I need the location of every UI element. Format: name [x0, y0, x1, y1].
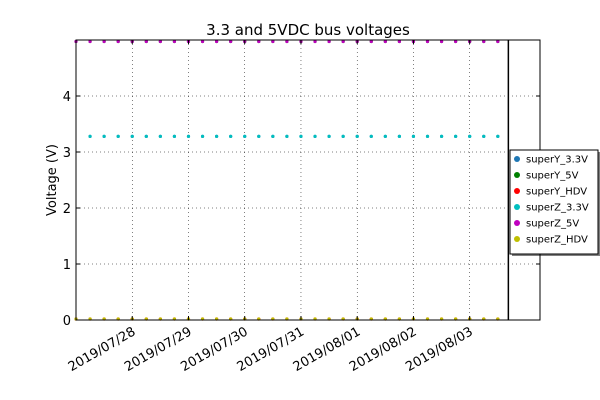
data-point: [299, 134, 303, 138]
data-point: [172, 39, 177, 44]
data-point: [285, 134, 289, 138]
legend-marker: [514, 220, 520, 226]
data-point: [482, 134, 486, 138]
data-point: [327, 39, 331, 44]
data-point: [454, 39, 458, 44]
legend-label: superZ_5V: [526, 219, 579, 230]
data-point: [130, 134, 134, 138]
data-point: [215, 39, 219, 44]
series-superZ_3.3V: [88, 134, 500, 138]
data-point: [116, 134, 120, 138]
data-point: [102, 134, 106, 138]
data-point: [285, 39, 289, 44]
legend-label: superZ_HDV: [526, 235, 588, 246]
data-point: [496, 134, 500, 138]
legend-marker: [514, 172, 520, 178]
legend-marker: [514, 236, 520, 242]
data-point: [229, 134, 233, 138]
data-point: [496, 39, 500, 44]
data-point: [341, 134, 345, 138]
data-point: [482, 39, 486, 44]
data-point: [116, 39, 120, 44]
data-point: [186, 134, 191, 138]
data-point: [369, 134, 373, 138]
data-point: [341, 39, 345, 44]
data-point: [439, 134, 444, 138]
y-tick-label: 0: [63, 314, 71, 329]
grid: [76, 40, 540, 320]
data-point: [158, 134, 162, 138]
data-point: [383, 39, 387, 44]
data-point: [454, 134, 458, 138]
legend-marker: [514, 204, 520, 210]
data-point: [397, 39, 401, 44]
data-point: [172, 134, 177, 138]
legend-label: superY_HDV: [526, 187, 587, 198]
data-point: [271, 134, 275, 138]
data-point: [257, 39, 261, 44]
data-point: [327, 134, 331, 138]
data-point: [425, 39, 430, 44]
data-point: [439, 39, 444, 44]
data-point: [144, 39, 148, 44]
y-tick-label: 3: [63, 146, 71, 161]
data-point: [369, 39, 373, 44]
data-point: [425, 134, 430, 138]
data-point: [468, 134, 472, 138]
data-point: [88, 134, 92, 138]
legend: superY_3.3V superY_5V superY_HDV superZ_3.3…: [509, 149, 600, 256]
data-point: [271, 39, 275, 44]
y-tick-label: 2: [63, 202, 71, 217]
legend-marker: [514, 188, 520, 194]
data-point: [144, 134, 148, 138]
y-tick-label: 4: [63, 90, 71, 105]
data-point: [383, 134, 387, 138]
data-point: [229, 39, 233, 44]
chart-title: 3.3 and 5VDC bus voltages: [206, 21, 410, 39]
legend-marker: [514, 156, 520, 162]
y-tick-label: 1: [63, 258, 71, 273]
data-point: [88, 39, 92, 44]
data-point: [102, 39, 106, 44]
legend-label: superZ_3.3V: [526, 203, 589, 214]
data-point: [243, 134, 247, 138]
data-point: [397, 134, 401, 138]
y-axis-label: Voltage (V): [45, 144, 60, 216]
legend-box: [509, 149, 599, 255]
data-point: [313, 39, 317, 44]
data-point: [257, 134, 261, 138]
data-point: [215, 134, 219, 138]
series-superZ_5V: [74, 39, 500, 44]
legend-label: superY_3.3V: [526, 155, 588, 166]
data-point: [313, 134, 317, 138]
data-point: [158, 39, 162, 44]
data-point: [411, 134, 416, 138]
data-point: [200, 39, 205, 44]
data-point: [355, 134, 359, 138]
legend-label: superY_5V: [526, 171, 579, 182]
data-point: [200, 134, 205, 138]
